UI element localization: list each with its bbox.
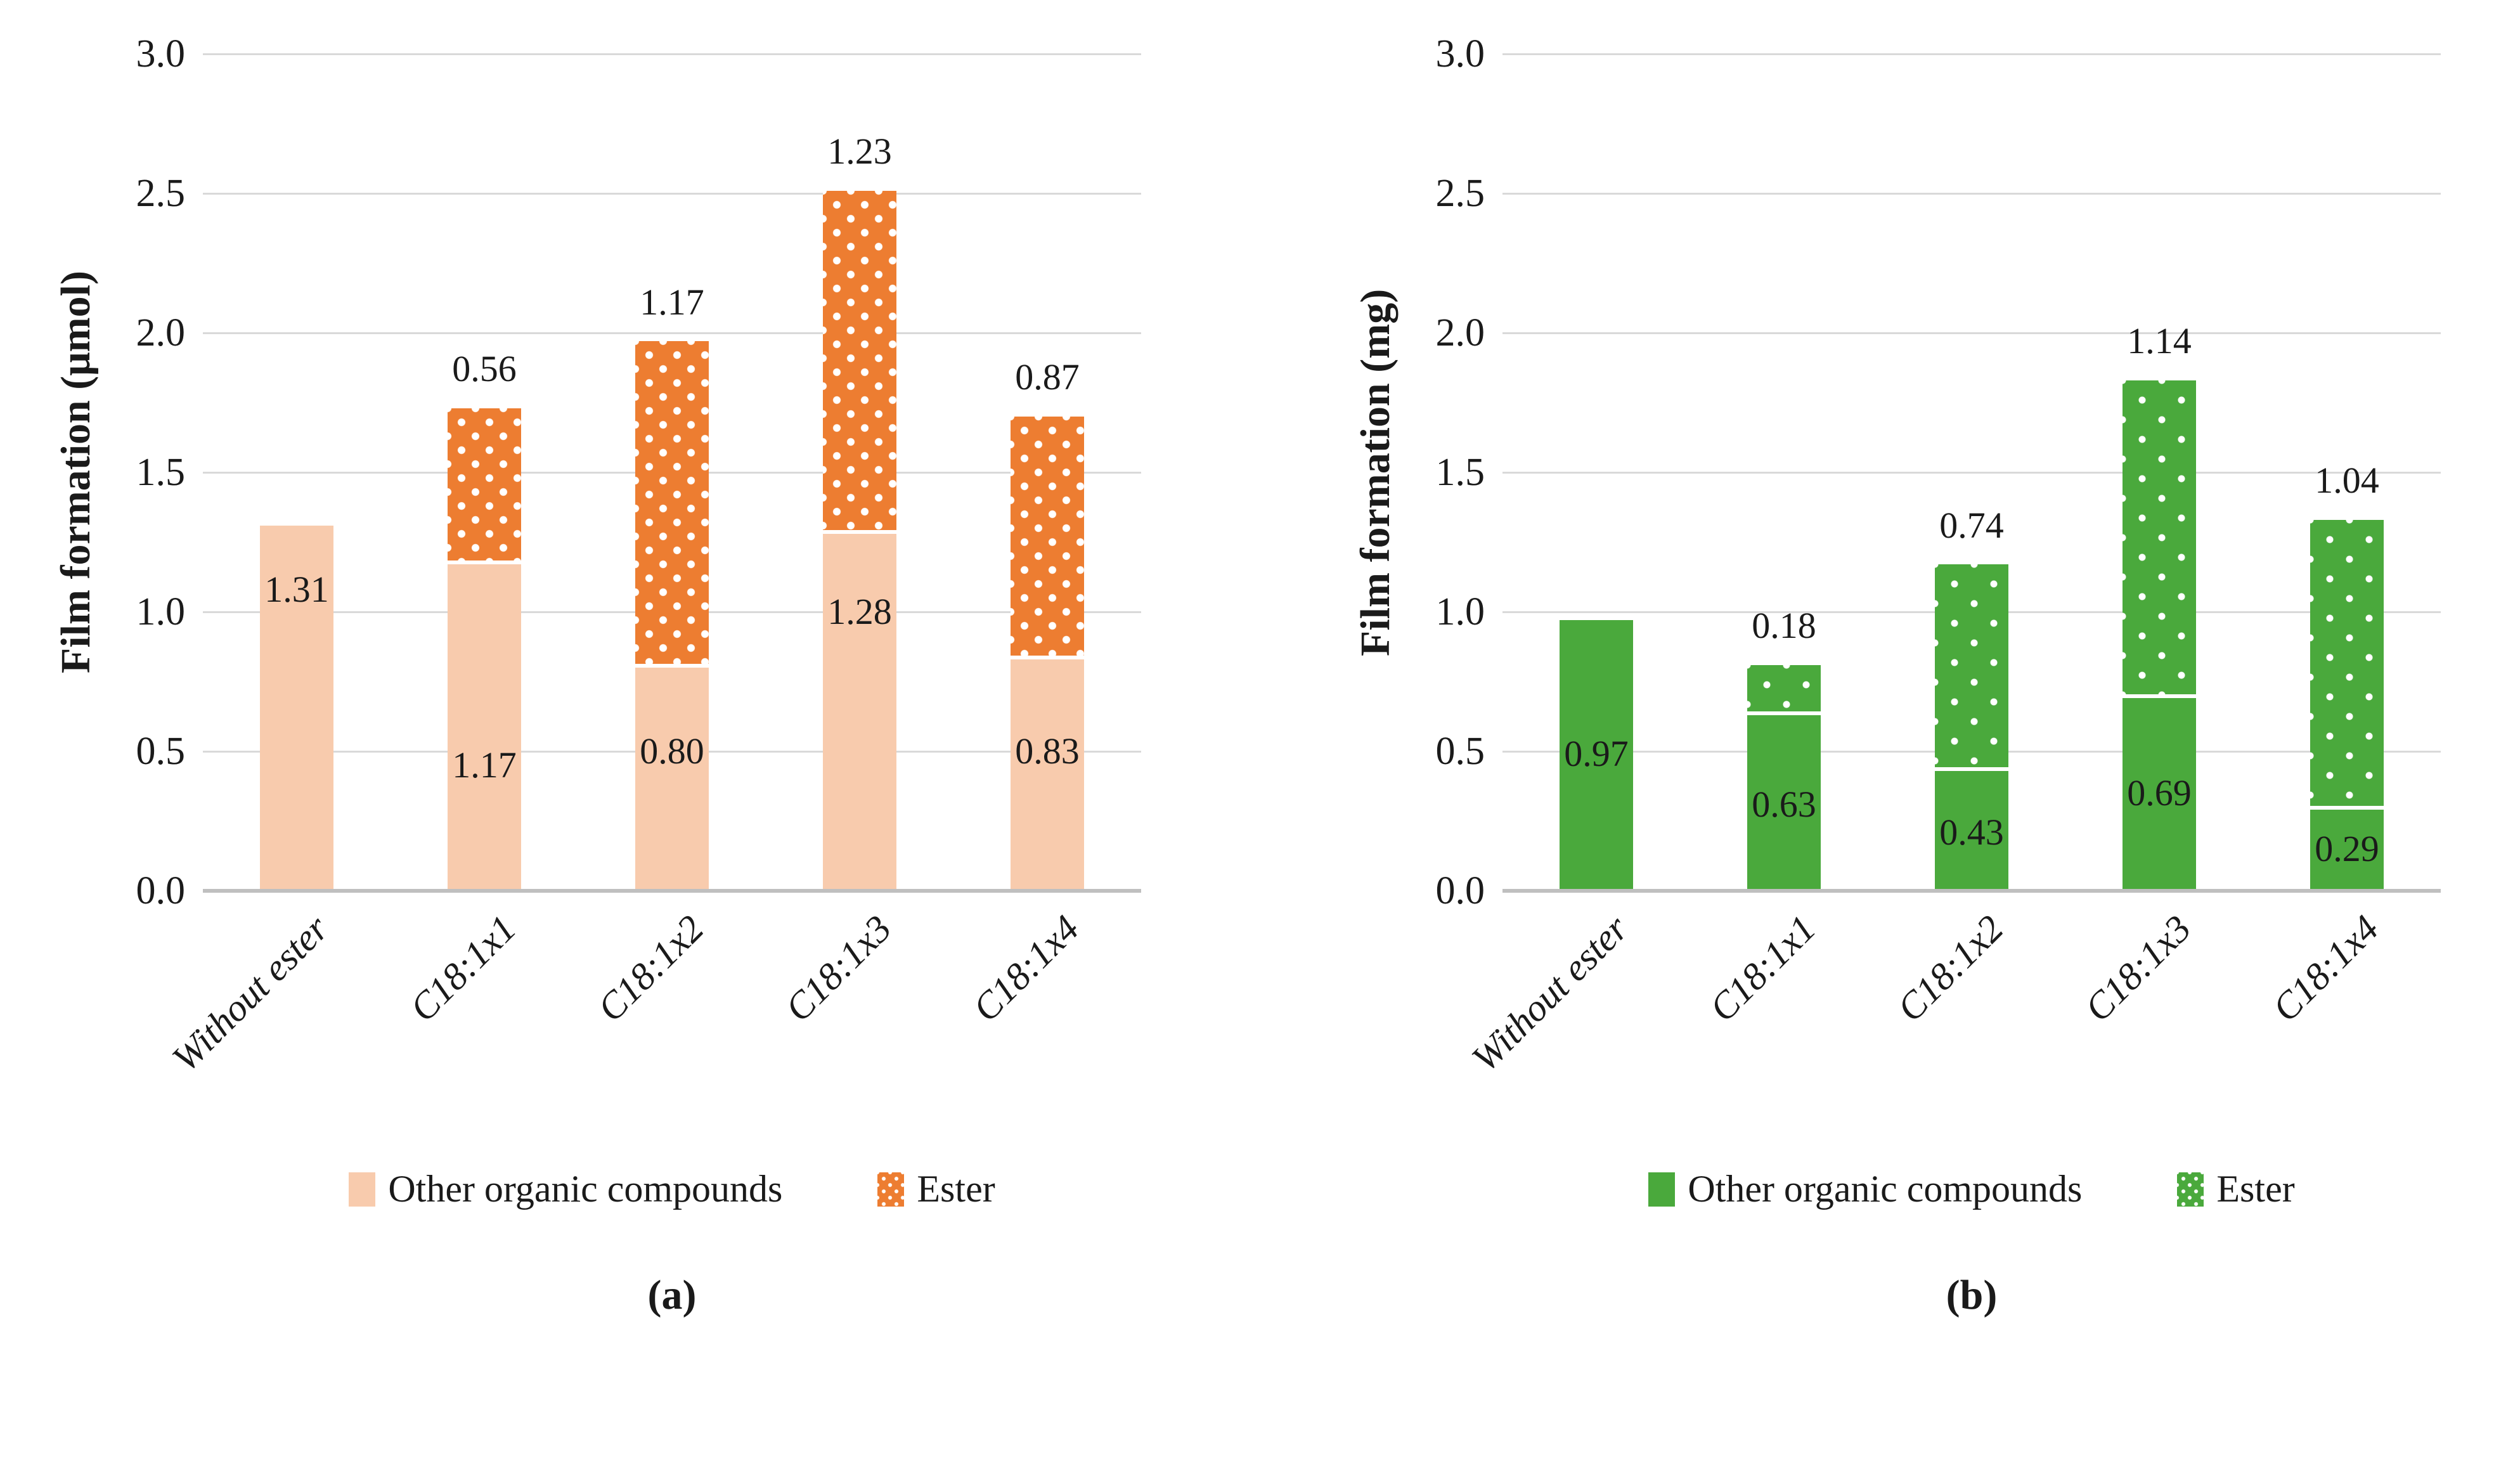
bar-segment-other [1560,620,1633,891]
y-axis-title-b: Film formation (mg) [1352,288,1399,656]
figure: Film formation (μmol) 3.0 2.5 2.0 1.5 1.0 0.5… [44,34,2479,1319]
bar-segment-other [2310,810,2384,891]
data-label-other: 1.31 [264,568,329,610]
x-axis-label: C18:1x4 [964,907,1087,1030]
data-label-other: 0.43 [1939,811,2004,853]
legend-label: Ester [917,1168,995,1210]
bar-segment-other [1011,659,1084,891]
legend-swatch-ester [877,1172,905,1207]
bar-segment-other [823,533,896,891]
x-axis-line [203,889,1141,893]
data-label-ester: 0.87 [1015,356,1080,398]
caption-b: (b) [1946,1272,1998,1318]
gridline [1502,332,2441,334]
data-label-ester: 0.18 [1752,605,1816,646]
legend-label: Ester [2216,1168,2295,1210]
y-tick-label: 3.0 [1435,32,1485,75]
gridline [1502,53,2441,55]
bar-segment-ester [448,408,521,565]
bar-segment-other [448,564,521,891]
y-tick-label: 2.5 [136,172,186,215]
data-label-ester: 0.56 [452,348,517,390]
data-label-other: 0.80 [640,730,704,772]
x-axis-label: C18:1x1 [401,907,524,1030]
data-label-ester: 1.23 [827,131,892,172]
x-axis-label: C18:1x4 [2264,907,2387,1030]
bar-segment-other [1747,715,1821,891]
bar-segment-ester [823,190,896,534]
legend-swatch-ester [2177,1172,2204,1207]
x-axis-labels-a: Without ester C18:1x1 C18:1x2 C18:1x3 C18:1x… [164,891,1141,1163]
data-label-other: 1.17 [452,744,517,786]
chart-panel-b: Film formation (mg) 3.0 2.5 2.0 1.5 1.0 0.5 0.… [1344,34,2479,1319]
data-label-other: 0.69 [2127,772,2192,813]
bar-segment-other [260,525,333,891]
data-label-ester: 1.17 [640,281,704,323]
plot-area-a: 1.31 0.56 1.17 1.17 0.80 1.23 1.28 0.87 0.83 [203,53,1141,893]
y-tick-label: 1.0 [1435,590,1485,633]
x-axis-label: C18:1x3 [777,907,900,1030]
y-tick-label: 1.0 [136,590,186,633]
data-label-other: 1.28 [827,591,892,632]
legend-b: Other organic compounds Ester [1502,1167,2441,1211]
bar-segment-ester [1935,564,2008,771]
x-axis-label: C18:1x2 [1889,907,2012,1030]
y-axis-ticks-a: 3.0 2.5 2.0 1.5 1.0 0.5 0.0 [108,34,203,910]
legend-item: Ester [2177,1167,2295,1211]
legend-swatch-other [1648,1172,1676,1207]
y-tick-label: 1.5 [1435,451,1485,494]
y-tick-label: 0.0 [1435,869,1485,912]
x-axis-line [1502,889,2441,893]
bar-segment-ester [2310,519,2384,810]
bar-segment-other [1935,770,2008,891]
data-label-ester: 1.14 [2127,320,2192,362]
gridline [1502,192,2441,195]
data-label-other: 0.29 [2315,828,2379,869]
bar-segment-other [2123,698,2196,891]
y-axis-title-a: Film formation (μmol) [53,271,99,674]
caption-a: (a) [647,1272,697,1318]
x-axis-labels-b: Without ester C18:1x1 C18:1x2 C18:1x3 C18:1x… [1464,891,2441,1163]
x-axis-label: C18:1x1 [1701,907,1824,1030]
x-axis-label: Without ester [164,907,337,1080]
y-tick-label: 3.0 [136,32,186,75]
y-tick-label: 0.5 [1435,730,1485,773]
y-tick-label: 2.0 [136,311,186,354]
x-axis-label: Without ester [1463,907,1636,1080]
gridline [1502,471,2441,474]
y-axis-ticks-b: 3.0 2.5 2.0 1.5 1.0 0.5 0.0 [1407,34,1502,910]
legend-item: Other organic compounds [1648,1167,2082,1211]
legend-label: Other organic compounds [388,1168,783,1210]
y-tick-label: 2.0 [1435,311,1485,354]
x-axis-label: C18:1x3 [2076,907,2199,1030]
y-tick-label: 0.5 [136,730,186,773]
legend-item: Other organic compounds [349,1167,782,1211]
gridline [203,332,1141,334]
data-label-other: 0.63 [1752,783,1816,825]
bar-segment-other [635,668,709,891]
gridline [203,192,1141,195]
legend-a: Other organic compounds Ester [203,1167,1141,1211]
data-label-ester: 0.74 [1939,504,2004,546]
bar-segment-ester [1011,417,1084,659]
y-tick-label: 1.5 [136,451,186,494]
plot-area-b: 0.97 0.18 0.63 0.74 0.43 1.14 0.69 1.04 0.29 [1502,53,2441,893]
legend-item: Ester [877,1167,995,1211]
y-tick-label: 0.0 [136,869,186,912]
data-label-ester: 1.04 [2315,460,2379,502]
chart-panel-a: Film formation (μmol) 3.0 2.5 2.0 1.5 1.0 0.5… [44,34,1179,1319]
bar-segment-ester [1747,664,1821,715]
bar-segment-ester [635,341,709,668]
data-label-other: 0.97 [1564,733,1629,775]
legend-swatch-other [349,1172,376,1207]
bar-segment-ester [2123,380,2196,699]
data-label-other: 0.83 [1015,730,1080,772]
y-tick-label: 2.5 [1435,172,1485,215]
chart-area-a: Film formation (μmol) 3.0 2.5 2.0 1.5 1.0 0.5… [44,34,1179,910]
x-axis-label: C18:1x2 [589,907,712,1030]
gridline [203,53,1141,55]
chart-area-b: Film formation (mg) 3.0 2.5 2.0 1.5 1.0 0.5 0.… [1344,34,2479,910]
legend-label: Other organic compounds [1688,1168,2083,1210]
